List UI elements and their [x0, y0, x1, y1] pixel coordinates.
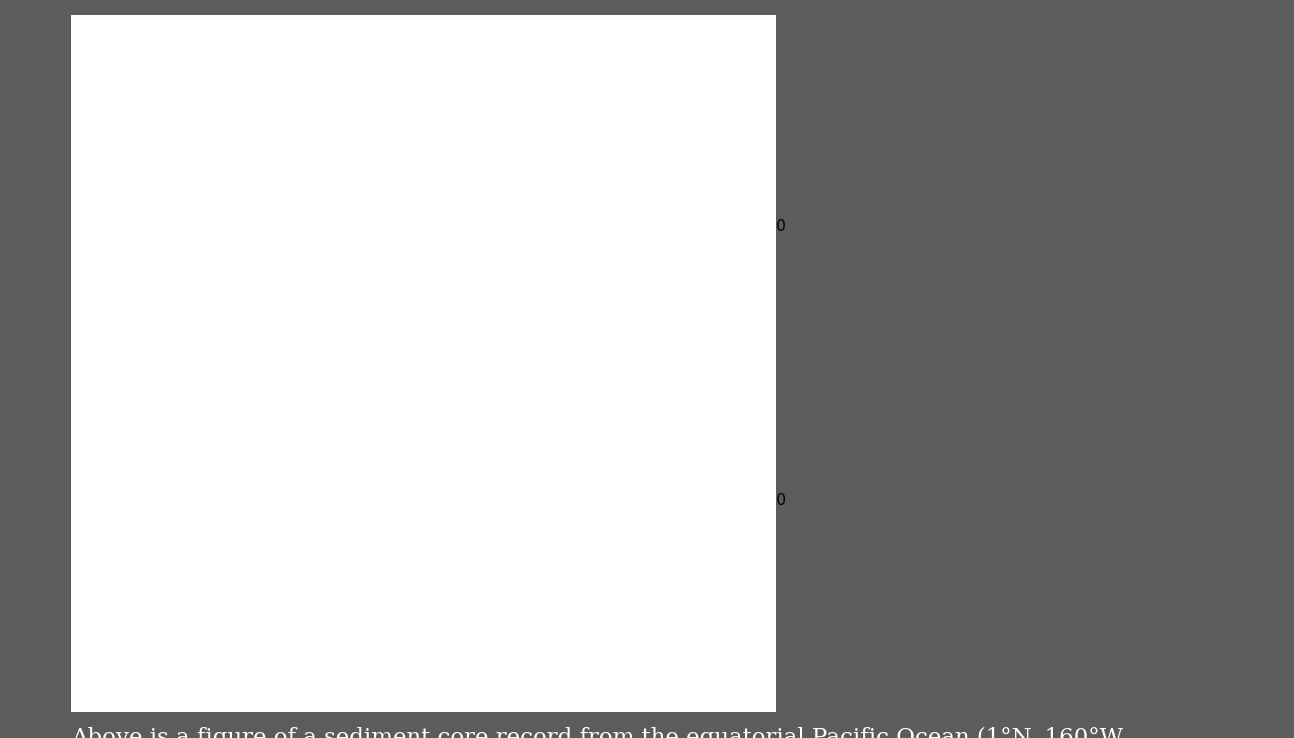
X-axis label: Depth in core (cm): Depth in core (cm) — [388, 689, 531, 705]
Legend: ○  Planktonic, +  Benthonic: ○ Planktonic, + Benthonic — [616, 564, 738, 610]
Text: Above is a figure of a sediment core record from the equatorial Pacific Ocean (1: Above is a figure of a sediment core rec… — [71, 727, 1127, 738]
Y-axis label: δ¹⁸O [PDB]
(‰): δ¹⁸O [PDB] (‰) — [97, 328, 129, 410]
